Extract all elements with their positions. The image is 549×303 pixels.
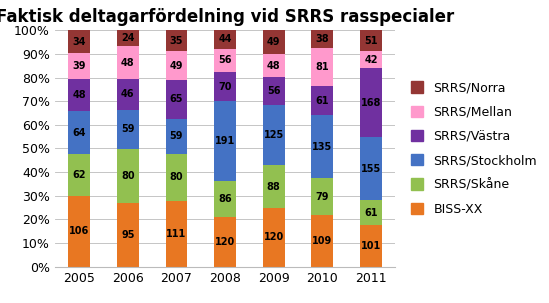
Bar: [68, 79, 90, 111]
Bar: [311, 115, 333, 178]
Text: 48: 48: [72, 90, 86, 100]
Bar: [311, 178, 333, 215]
Bar: [117, 46, 139, 79]
Text: 34: 34: [72, 37, 86, 47]
Bar: [68, 196, 90, 267]
Bar: [117, 79, 139, 109]
Bar: [360, 51, 382, 68]
Bar: [68, 53, 90, 79]
Bar: [311, 30, 333, 48]
Bar: [263, 208, 284, 267]
Text: 80: 80: [121, 171, 135, 181]
Text: 70: 70: [219, 82, 232, 92]
Text: 56: 56: [267, 86, 281, 96]
Text: 135: 135: [312, 142, 333, 152]
Text: 155: 155: [361, 164, 381, 174]
Bar: [263, 54, 284, 78]
Text: 24: 24: [121, 33, 135, 43]
Text: 59: 59: [170, 131, 183, 141]
Bar: [360, 68, 382, 137]
Text: 35: 35: [170, 36, 183, 46]
Text: 86: 86: [219, 194, 232, 204]
Text: 88: 88: [267, 182, 281, 192]
Bar: [311, 215, 333, 267]
Bar: [166, 118, 187, 154]
Bar: [360, 30, 382, 51]
Bar: [117, 30, 139, 46]
Text: 39: 39: [72, 61, 86, 71]
Bar: [263, 105, 284, 165]
Text: 46: 46: [121, 89, 135, 99]
Text: 48: 48: [121, 58, 135, 68]
Text: 61: 61: [364, 208, 378, 218]
Bar: [263, 165, 284, 208]
Bar: [263, 30, 284, 54]
Text: 191: 191: [215, 136, 235, 146]
Bar: [263, 78, 284, 105]
Text: 64: 64: [72, 128, 86, 138]
Title: Faktisk deltagarfördelning vid SRRS rasspecialer: Faktisk deltagarfördelning vid SRRS rass…: [0, 8, 454, 26]
Text: 109: 109: [312, 236, 333, 246]
Text: 56: 56: [219, 55, 232, 65]
Bar: [214, 217, 236, 267]
Bar: [214, 72, 236, 101]
Text: 95: 95: [121, 230, 135, 240]
Text: 120: 120: [264, 232, 284, 242]
Bar: [166, 201, 187, 267]
Text: 59: 59: [121, 124, 135, 134]
Legend: SRRS/Norra, SRRS/Mellan, SRRS/Västra, SRRS/Stockholm, SRRS/Skåne, BISS-XX: SRRS/Norra, SRRS/Mellan, SRRS/Västra, SR…: [408, 79, 540, 218]
Text: 81: 81: [316, 62, 329, 72]
Text: 101: 101: [361, 241, 381, 251]
Text: 168: 168: [361, 98, 381, 108]
Bar: [117, 203, 139, 267]
Bar: [214, 101, 236, 181]
Text: 120: 120: [215, 237, 235, 247]
Text: 61: 61: [316, 95, 329, 105]
Bar: [360, 200, 382, 225]
Text: 51: 51: [364, 36, 378, 46]
Bar: [68, 111, 90, 154]
Text: 49: 49: [267, 37, 281, 47]
Text: 79: 79: [316, 192, 329, 202]
Bar: [166, 80, 187, 118]
Text: 111: 111: [166, 229, 187, 239]
Bar: [117, 109, 139, 149]
Text: 80: 80: [170, 172, 183, 182]
Bar: [311, 48, 333, 86]
Text: 62: 62: [72, 170, 86, 180]
Text: 38: 38: [316, 34, 329, 44]
Text: 48: 48: [267, 61, 281, 71]
Text: 125: 125: [264, 130, 284, 140]
Bar: [166, 154, 187, 201]
Bar: [214, 30, 236, 49]
Bar: [166, 51, 187, 80]
Bar: [166, 30, 187, 51]
Bar: [360, 137, 382, 200]
Text: 65: 65: [170, 94, 183, 104]
Bar: [214, 49, 236, 72]
Bar: [68, 30, 90, 53]
Bar: [214, 181, 236, 217]
Text: 44: 44: [219, 35, 232, 45]
Text: 106: 106: [69, 226, 89, 236]
Bar: [117, 149, 139, 203]
Bar: [68, 154, 90, 196]
Text: 42: 42: [364, 55, 378, 65]
Bar: [360, 225, 382, 267]
Text: 49: 49: [170, 61, 183, 71]
Bar: [311, 86, 333, 115]
